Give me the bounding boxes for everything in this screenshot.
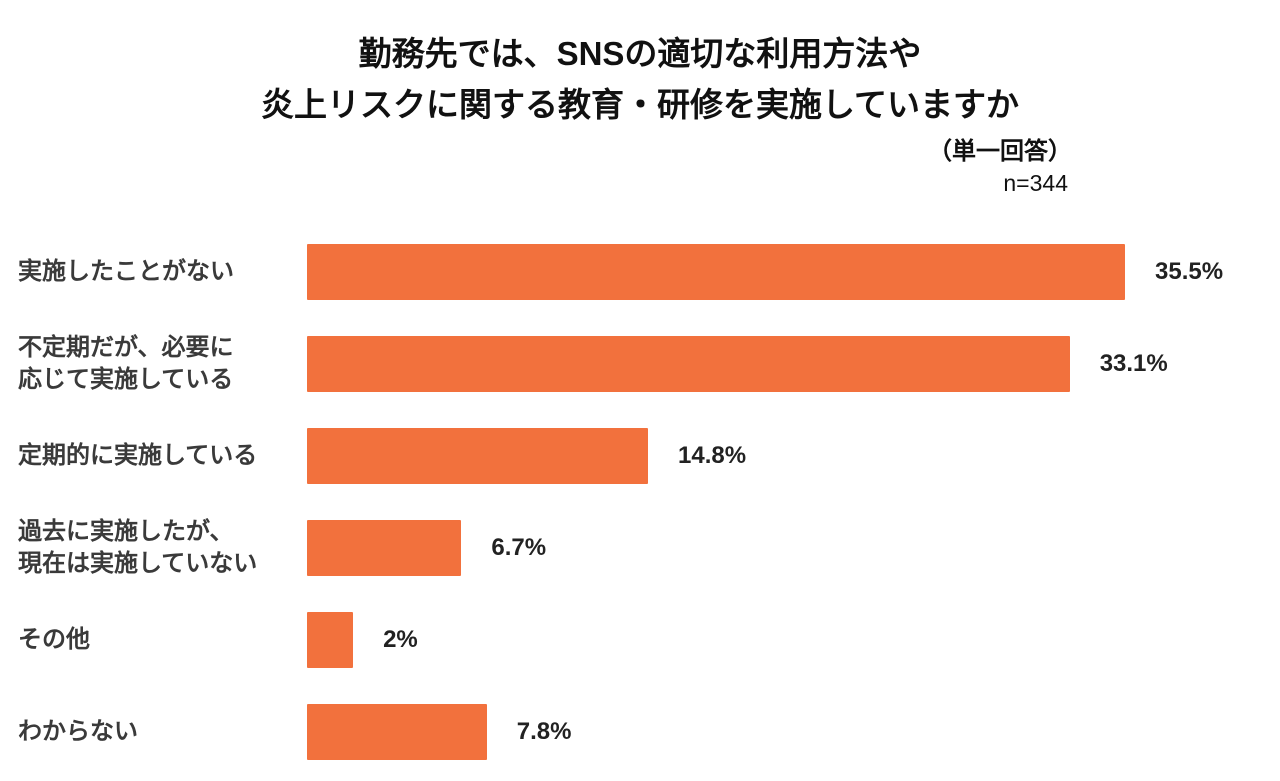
category-label: 不定期だが、必要に 応じて実施している (18, 334, 234, 393)
bar-area: 14.8% (307, 410, 1280, 502)
chart-row: 実施したことがない 35.5% (0, 226, 1280, 318)
bar-chart: 実施したことがない 35.5% 不定期だが、必要に 応じて実施している 33.1… (0, 226, 1280, 778)
answer-type-note: （単一回答） (928, 138, 1072, 166)
bar (307, 703, 487, 760)
bar (307, 611, 354, 668)
bar-area: 35.5% (307, 226, 1280, 318)
chart-row: 不定期だが、必要に 応じて実施している 33.1% (0, 318, 1280, 410)
category-label: 実施したことがない (18, 258, 234, 286)
bar (307, 519, 462, 576)
value-label: 35.5% (1155, 257, 1224, 285)
value-label: 33.1% (1099, 349, 1168, 377)
bar (307, 427, 649, 484)
value-label: 7.8% (516, 717, 572, 745)
bar-area: 2% (307, 594, 1280, 686)
bar-area: 6.7% (307, 502, 1280, 594)
chart-meta: （単一回答） n=344 (0, 136, 1280, 199)
chart-row: わからない 7.8% (0, 686, 1280, 778)
category-label: 定期的に実施している (18, 442, 258, 470)
category-label: わからない (18, 718, 138, 746)
bar-area: 7.8% (307, 686, 1280, 778)
category-label: その他 (18, 626, 90, 654)
bar (307, 335, 1070, 392)
chart-row: 定期的に実施している 14.8% (0, 410, 1280, 502)
sample-size: n=344 (1003, 170, 1068, 197)
value-label: 6.7% (491, 533, 547, 561)
bar-area: 33.1% (307, 318, 1280, 410)
chart-row: その他 2% (0, 594, 1280, 686)
category-label: 過去に実施したが、 現在は実施していない (18, 518, 258, 577)
chart-row: 過去に実施したが、 現在は実施していない 6.7% (0, 502, 1280, 594)
value-label: 2% (383, 625, 418, 653)
chart-title: 勤務先では、SNSの適切な利用方法や 炎上リスクに関する教育・研修を実施していま… (260, 35, 1019, 124)
value-label: 14.8% (678, 441, 747, 469)
bar (307, 243, 1125, 300)
